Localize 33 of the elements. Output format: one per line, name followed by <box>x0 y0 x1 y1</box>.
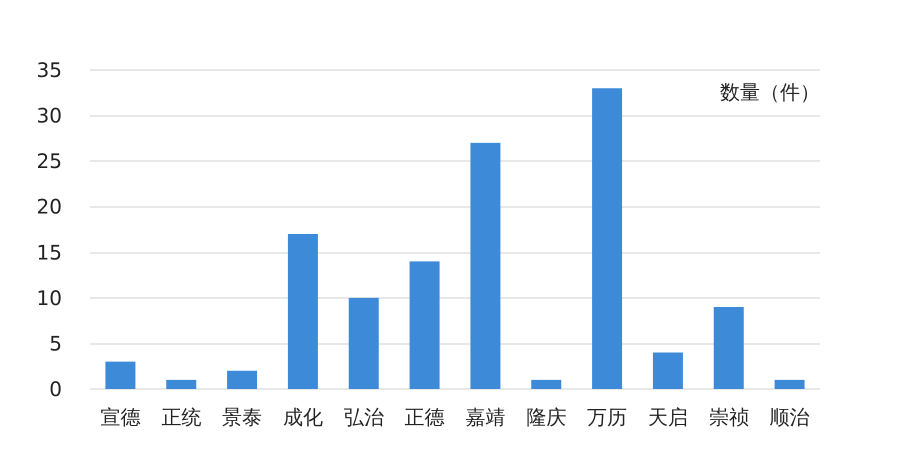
y-tick-label: 15 <box>36 240 62 264</box>
y-tick-label: 10 <box>36 286 62 310</box>
y-tick-label: 30 <box>36 104 62 128</box>
bar <box>592 88 622 389</box>
x-tick-label: 嘉靖 <box>465 405 506 429</box>
bar <box>227 370 258 389</box>
x-tick-label: 万历 <box>587 405 628 429</box>
x-tick-label: 弘治 <box>344 405 384 429</box>
bar <box>774 380 805 389</box>
y-tick-label: 5 <box>49 331 62 356</box>
x-tick-label: 正德 <box>404 405 445 429</box>
x-tick-label: 顺治 <box>770 405 810 429</box>
bar <box>652 352 683 389</box>
x-tick-label: 宣德 <box>100 405 140 429</box>
x-tick-label: 景泰 <box>222 405 262 429</box>
y-tick-label: 35 <box>36 58 62 82</box>
bar <box>531 380 562 389</box>
x-tick-label: 正统 <box>161 405 202 429</box>
bar <box>410 261 440 389</box>
bar <box>714 306 744 389</box>
x-tick-label: 崇祯 <box>708 405 749 429</box>
bar <box>166 380 196 389</box>
bar <box>470 142 500 389</box>
x-tick-label: 天启 <box>648 405 688 429</box>
y-axis-title: 数量（件） <box>720 80 820 104</box>
y-tick-label: 20 <box>36 194 62 219</box>
bar <box>105 362 136 389</box>
y-tick-label: 0 <box>49 377 62 401</box>
bar <box>348 298 379 389</box>
x-tick-label: 隆庆 <box>526 405 566 429</box>
x-tick-label: 成化 <box>282 405 323 429</box>
bar <box>288 234 318 389</box>
y-tick-label: 25 <box>36 149 62 174</box>
